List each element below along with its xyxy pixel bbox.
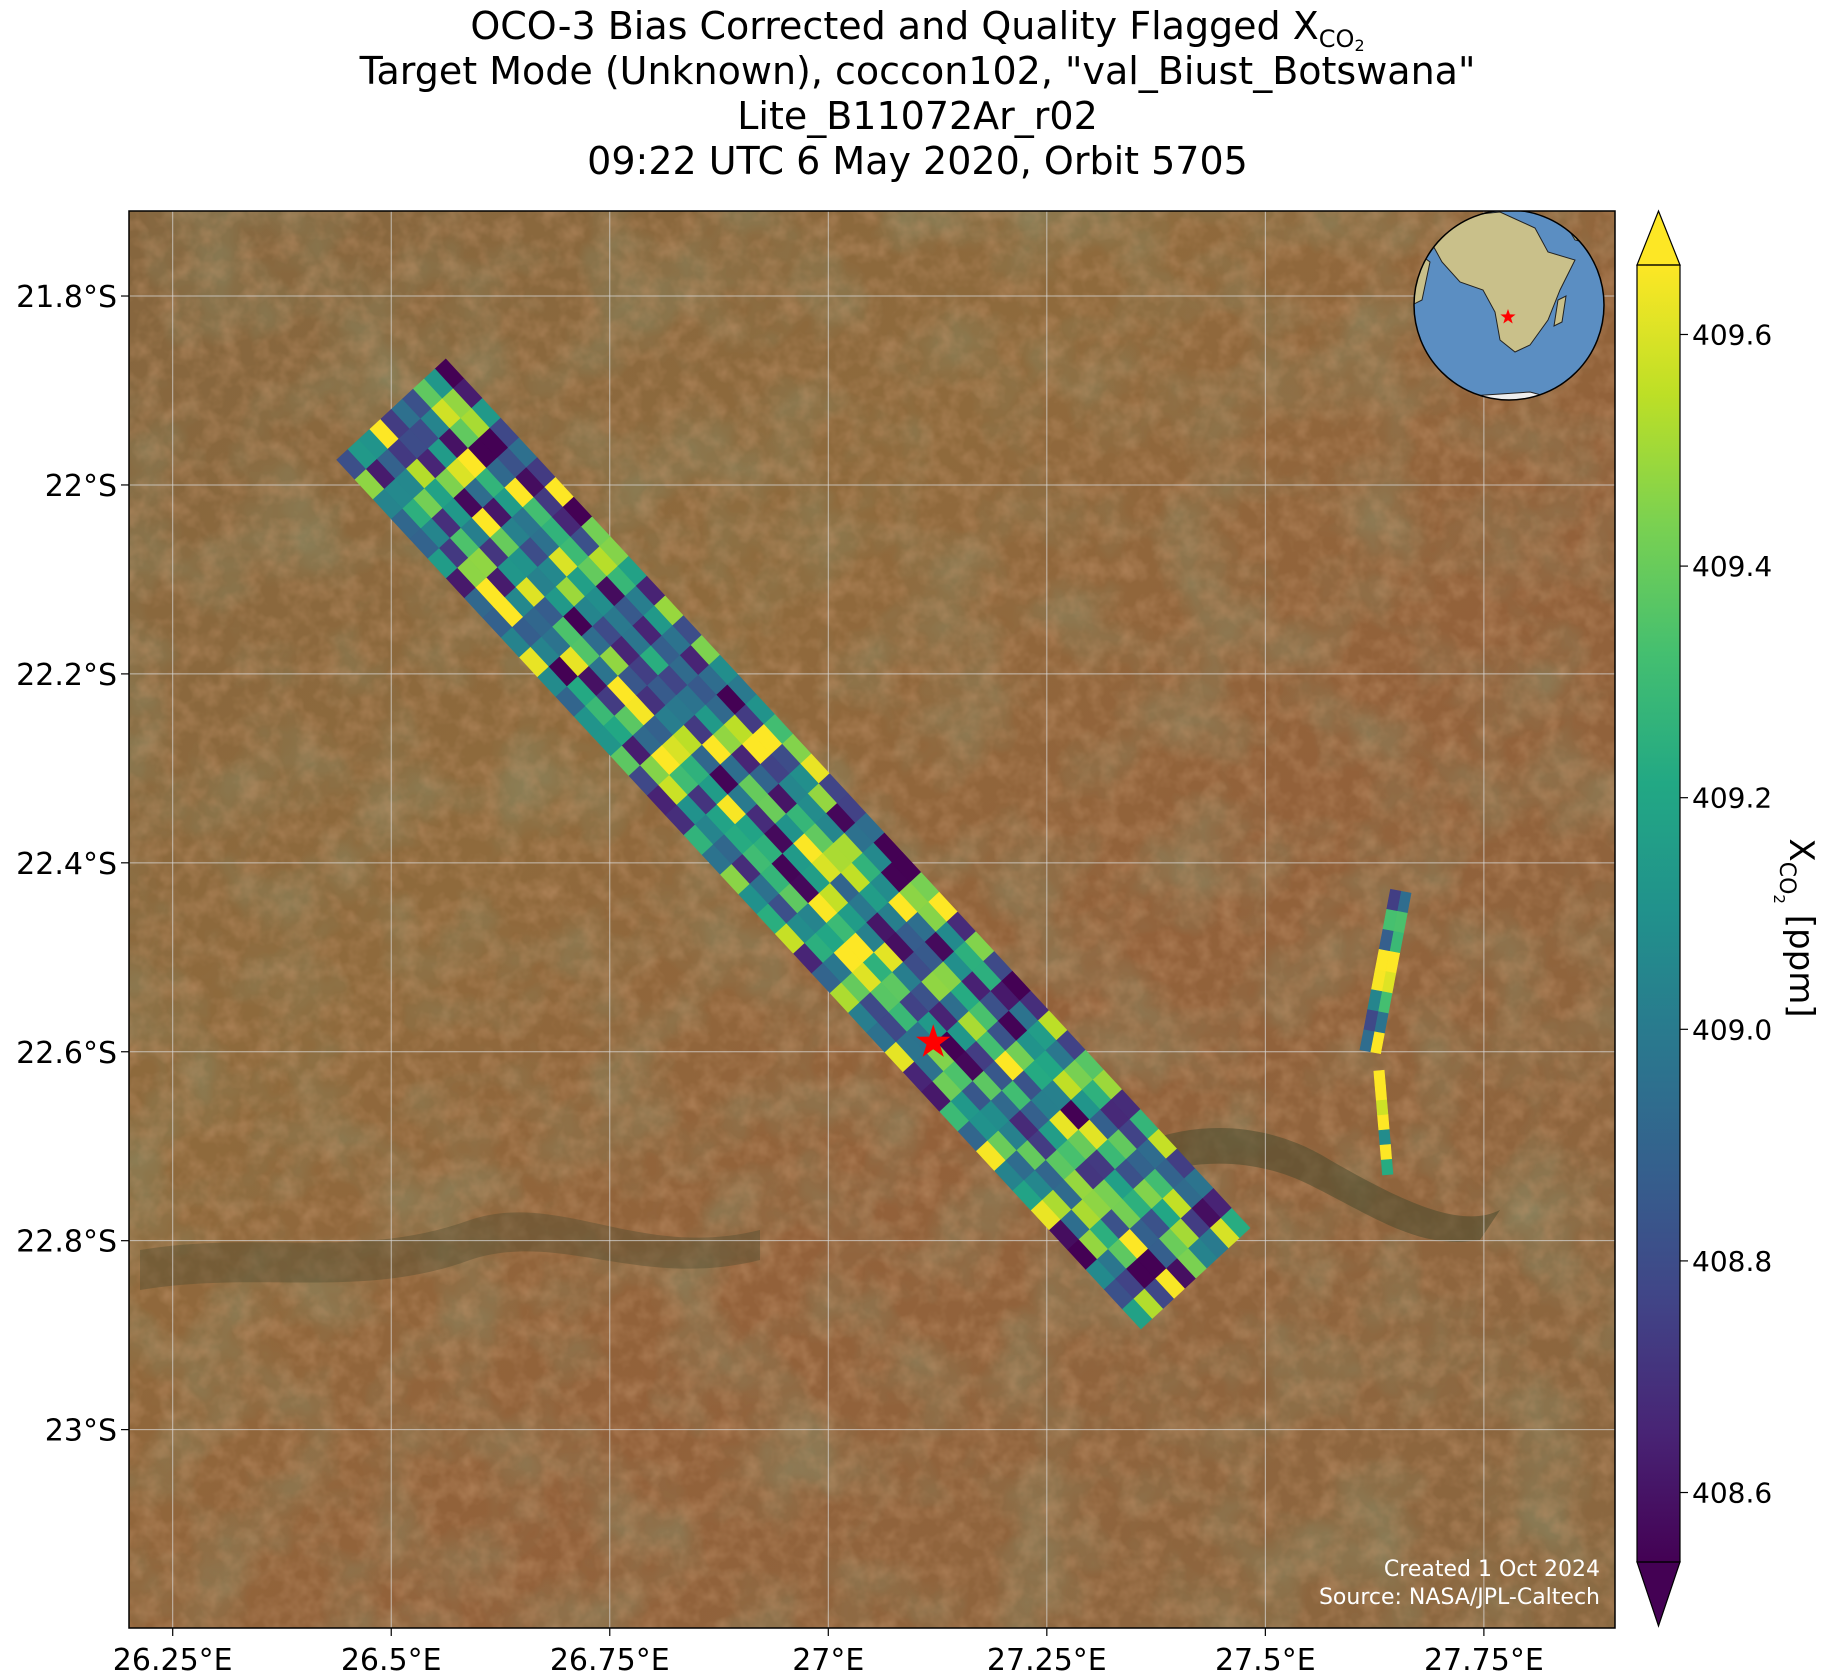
madagascar-landmass xyxy=(1553,295,1567,327)
colorbar: 408.6 408.8 409.0 409.2 409.4 409.6 XCO2 [ppm… xyxy=(1636,209,1821,1628)
y-tick-label: 22.2°S xyxy=(16,658,117,693)
x-tick-label: 27°E xyxy=(792,1643,864,1678)
xco2-sounding-cell xyxy=(1375,1099,1389,1116)
title-line-2: Target Mode (Unknown), coccon102, "val_B… xyxy=(359,49,1476,93)
target-site-star-icon xyxy=(916,1024,951,1057)
xco2-sounding-cell xyxy=(1122,1298,1153,1330)
xco2-sounding-cell xyxy=(1374,1084,1388,1102)
xco2-sounding-cell xyxy=(1377,1114,1390,1131)
colorbar-tick-label: 408.6 xyxy=(1692,1477,1772,1510)
title-line-3: Lite_B11072Ar_r02 xyxy=(737,94,1098,138)
xco2-sounding-cell xyxy=(1380,1158,1394,1176)
colorbar-extend-top xyxy=(1636,209,1681,266)
credit-created: Created 1 Oct 2024 xyxy=(1383,1557,1600,1582)
colorbar-tick-label: 409.2 xyxy=(1692,782,1772,815)
inset-globe xyxy=(1413,211,1605,401)
y-tick-label: 22°S xyxy=(45,469,117,504)
x-tick-label: 26.5°E xyxy=(341,1643,442,1678)
escarpment-ridge-2 xyxy=(140,1212,760,1290)
y-axis-ticks: 21.8°S 22°S 22.2°S 22.4°S 22.6°S 22.8°S 23°S xyxy=(16,280,129,1449)
gridlines xyxy=(129,211,1615,1628)
xco2-sounding-cell xyxy=(1373,1069,1386,1087)
xco2-sounding-cell xyxy=(1379,1144,1393,1161)
africa-landmass xyxy=(1429,211,1576,353)
y-tick-label: 22.4°S xyxy=(16,847,117,882)
colorbar-frame xyxy=(1636,264,1681,1563)
colorbar-gradient xyxy=(1637,265,1680,1562)
colorbar-tick-label: 408.8 xyxy=(1692,1245,1772,1278)
x-tick-label: 27.5°E xyxy=(1215,1643,1316,1678)
colorbar-tick-label: 409.4 xyxy=(1692,550,1772,583)
xco2-sounding-cell xyxy=(1359,1029,1375,1053)
credit-text: Created 1 Oct 2024 Source: NASA/JPL-Calt… xyxy=(1100,1556,1600,1612)
colorbar-extend-bottom xyxy=(1636,1561,1681,1628)
credit-source: Source: NASA/JPL-Caltech xyxy=(1318,1585,1600,1610)
map-axes xyxy=(129,211,1615,1628)
y-tick-label: 22.8°S xyxy=(16,1225,117,1260)
colorbar-tick-label: 409.0 xyxy=(1692,1013,1772,1046)
escarpment-ridge xyxy=(1080,1127,1500,1242)
colorbar-label: XCO2 [ppm] xyxy=(1770,838,1821,1017)
x-axis-ticks: 26.25°E 26.5°E 26.75°E 27°E 27.25°E 27.5°E 27.… xyxy=(113,1628,1544,1678)
map-frame xyxy=(128,210,1616,1629)
x-tick-label: 26.25°E xyxy=(113,1643,233,1678)
xco2-sounding-swath xyxy=(336,358,1412,1330)
x-tick-label: 27.75°E xyxy=(1424,1643,1544,1678)
title-line-1: OCO-3 Bias Corrected and Quality Flagged… xyxy=(470,4,1365,55)
y-tick-label: 21.8°S xyxy=(16,280,117,315)
colorbar-tick-label: 409.6 xyxy=(1692,318,1772,351)
x-tick-label: 26.75°E xyxy=(550,1643,670,1678)
title-line-4: 09:22 UTC 6 May 2020, Orbit 5705 xyxy=(587,139,1248,183)
colorbar-ticks: 408.6 408.8 409.0 409.2 409.4 409.6 xyxy=(1680,318,1772,1510)
chart-title: OCO-3 Bias Corrected and Quality Flagged… xyxy=(0,4,1835,184)
x-tick-label: 27.25°E xyxy=(987,1643,1107,1678)
y-tick-label: 23°S xyxy=(45,1414,117,1449)
xco2-sounding-cell xyxy=(1378,1129,1391,1146)
globe-target-star-icon xyxy=(1500,309,1516,324)
y-tick-label: 22.6°S xyxy=(16,1036,117,1071)
